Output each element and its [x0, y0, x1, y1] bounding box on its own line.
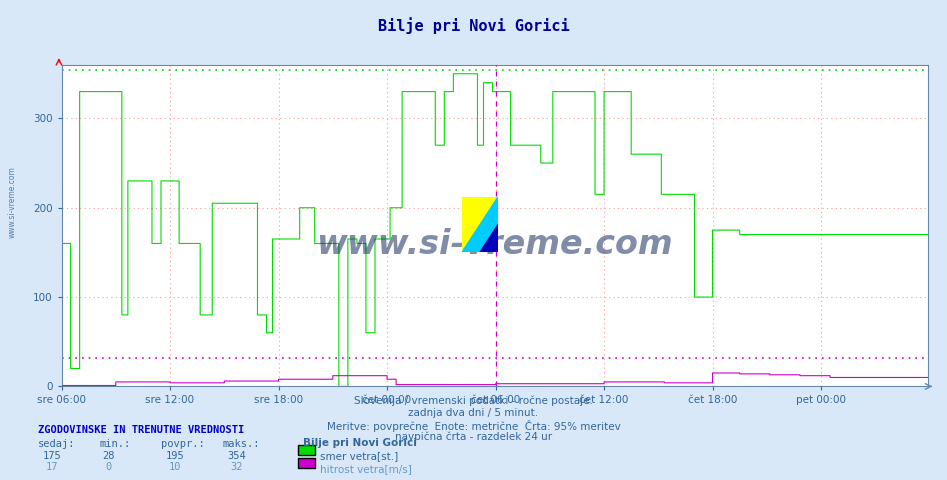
Polygon shape	[462, 197, 498, 252]
Text: 10: 10	[169, 462, 182, 472]
Text: min.:: min.:	[99, 439, 131, 449]
Polygon shape	[462, 197, 498, 252]
Polygon shape	[480, 225, 498, 252]
Text: Meritve: povprečne  Enote: metrične  Črta: 95% meritev: Meritve: povprečne Enote: metrične Črta:…	[327, 420, 620, 432]
Text: 175: 175	[43, 451, 62, 461]
Text: 354: 354	[227, 451, 246, 461]
Text: hitrost vetra[m/s]: hitrost vetra[m/s]	[320, 464, 412, 474]
Text: 0: 0	[106, 462, 112, 472]
Text: zadnja dva dni / 5 minut.: zadnja dva dni / 5 minut.	[408, 408, 539, 418]
Text: www.si-vreme.com: www.si-vreme.com	[316, 228, 673, 262]
Text: 28: 28	[102, 451, 116, 461]
Text: Slovenija / vremenski podatki - ročne postaje.: Slovenija / vremenski podatki - ročne po…	[354, 396, 593, 407]
Text: Bilje pri Novi Gorici: Bilje pri Novi Gorici	[303, 438, 417, 448]
Text: ZGODOVINSKE IN TRENUTNE VREDNOSTI: ZGODOVINSKE IN TRENUTNE VREDNOSTI	[38, 425, 244, 435]
Text: 195: 195	[166, 451, 185, 461]
Text: smer vetra[st.]: smer vetra[st.]	[320, 451, 399, 461]
Text: maks.:: maks.:	[223, 439, 260, 449]
Text: 32: 32	[230, 462, 243, 472]
Text: Bilje pri Novi Gorici: Bilje pri Novi Gorici	[378, 17, 569, 34]
Text: povpr.:: povpr.:	[161, 439, 205, 449]
Text: navpična črta - razdelek 24 ur: navpična črta - razdelek 24 ur	[395, 432, 552, 443]
Text: sedaj:: sedaj:	[38, 439, 76, 449]
Text: 17: 17	[45, 462, 59, 472]
Text: www.si-vreme.com: www.si-vreme.com	[8, 166, 17, 238]
